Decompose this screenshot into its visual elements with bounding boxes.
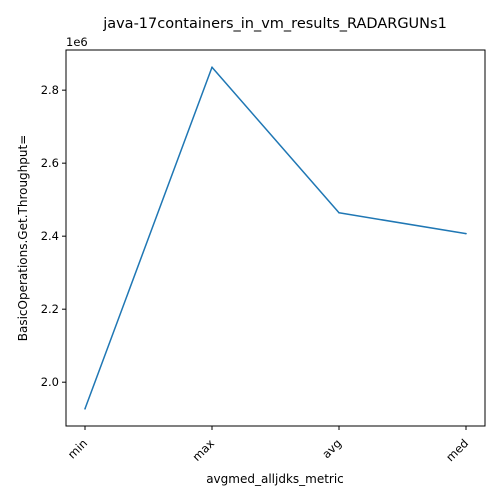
plot-area-frame [65,49,486,427]
y-tick-label: 2.6 [41,156,59,170]
chart-title: java-17containers_in_vm_results_RADARGUN… [102,16,447,32]
data-point-med [465,232,467,235]
y-axis: 2.0 2.2 2.4 2.6 2.8 [41,83,66,389]
y-axis-label: BasicOperations.Get.Throughput= [16,135,30,342]
x-tick-label: med [443,436,471,464]
y-tick-label: 2.0 [41,375,59,389]
x-tick-label: max [189,436,217,464]
series-line [84,66,467,410]
x-axis-label: avgmed_alljdks_metric [206,472,344,486]
y-tick-label: 2.2 [41,302,59,316]
x-axis: min max avg med [65,426,471,464]
series-layer [84,66,467,410]
data-point-min [84,408,86,410]
x-tick-label: avg [319,436,344,461]
y-tick-label: 2.4 [41,229,59,243]
data-point-max [211,66,213,68]
y-axis-offset-label: 1e6 [66,35,88,49]
y-tick-label: 2.8 [41,83,59,97]
x-tick-label: min [65,436,90,461]
data-point-avg [338,212,340,214]
